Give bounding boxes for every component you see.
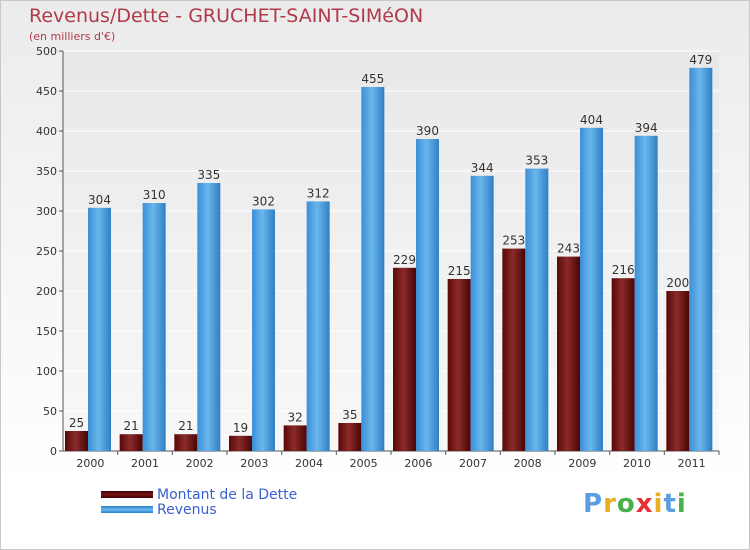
logo-letter: x — [635, 489, 654, 519]
data-label-revenus: 302 — [252, 194, 275, 208]
bar-revenus — [416, 139, 439, 451]
data-label-dette: 21 — [124, 419, 139, 433]
data-label-dette: 35 — [342, 408, 357, 422]
data-label-dette: 200 — [666, 276, 689, 290]
legend-label-revenus: Revenus — [157, 501, 217, 518]
data-label-dette: 32 — [288, 410, 303, 424]
x-tick-label: 2003 — [240, 457, 268, 470]
bar-revenus — [252, 209, 275, 451]
data-label-revenus: 335 — [197, 168, 220, 182]
proxiti-logo: Proxiti — [583, 489, 687, 519]
y-tick-label: 50 — [43, 405, 57, 418]
data-label-revenus: 353 — [525, 154, 548, 168]
y-tick-label: 450 — [36, 85, 57, 98]
bar-dette — [174, 434, 198, 451]
bar-revenus — [525, 168, 549, 451]
legend-swatch-dette — [101, 491, 153, 498]
data-label-revenus: 304 — [88, 193, 111, 207]
data-label-dette: 229 — [393, 253, 416, 267]
bar-revenus — [306, 201, 330, 451]
legend-label-dette: Montant de la Dette — [157, 486, 298, 503]
bar-revenus — [689, 67, 713, 452]
x-tick-label: 2008 — [514, 457, 542, 470]
data-label-dette: 19 — [233, 421, 248, 435]
logo-letter: r — [603, 489, 617, 519]
data-label-revenus: 390 — [416, 124, 439, 138]
legend-item-dette: Montant de la Dette — [101, 486, 298, 503]
data-label-dette: 25 — [69, 416, 84, 430]
chart-subtitle: (en milliers d'€) — [29, 30, 116, 43]
logo-letter: P — [583, 489, 604, 519]
y-tick-label: 200 — [36, 285, 57, 298]
x-tick-label: 2005 — [350, 457, 378, 470]
data-label-revenus: 344 — [471, 161, 494, 175]
logo-letter: o — [616, 489, 636, 519]
x-tick-label: 2006 — [404, 457, 432, 470]
legend-swatch-revenus — [101, 506, 153, 513]
logo-letter: t — [663, 489, 677, 519]
bar-revenus — [580, 127, 603, 452]
bar-revenus — [142, 203, 166, 451]
legend-item-revenus: Revenus — [101, 501, 297, 518]
x-tick-label: 2010 — [623, 457, 651, 470]
data-label-dette: 216 — [612, 263, 635, 277]
x-tick-label: 2009 — [568, 457, 596, 470]
bar-dette — [65, 431, 88, 451]
data-label-dette: 243 — [557, 242, 580, 256]
y-tick-label: 0 — [50, 445, 57, 458]
data-label-dette: 21 — [178, 419, 193, 433]
x-tick-label: 2000 — [76, 457, 104, 470]
logo-letter: i — [676, 489, 687, 519]
y-tick-label: 150 — [36, 325, 57, 338]
bar-dette — [557, 256, 580, 451]
bar-revenus — [88, 207, 111, 451]
y-tick-label: 400 — [36, 125, 57, 138]
bar-dette — [502, 248, 526, 451]
y-tick-label: 250 — [36, 245, 57, 258]
bar-revenus — [634, 135, 658, 452]
data-label-revenus: 312 — [307, 186, 330, 200]
y-tick-label: 500 — [36, 45, 57, 58]
x-tick-label: 2002 — [186, 457, 214, 470]
data-label-revenus: 455 — [361, 72, 384, 86]
bar-dette — [611, 278, 635, 451]
data-label-dette: 215 — [448, 264, 471, 278]
data-label-revenus: 394 — [635, 121, 658, 135]
y-tick-label: 350 — [36, 165, 57, 178]
bar-revenus — [470, 175, 494, 452]
bar-chart: 0 50 100 150 200 250 300 350 400 450 500 25 304 2000 2… — [36, 45, 720, 470]
logo-letter: i — [653, 489, 664, 519]
x-tick-label: 2007 — [459, 457, 487, 470]
bar-dette — [229, 435, 252, 451]
bar-dette — [119, 434, 143, 451]
x-tick-label: 2001 — [131, 457, 159, 470]
y-tick-label: 300 — [36, 205, 57, 218]
data-label-revenus: 479 — [689, 53, 712, 67]
y-tick-label: 100 — [36, 365, 57, 378]
x-tick-label: 2004 — [295, 457, 323, 470]
bar-revenus — [361, 87, 385, 451]
bar-dette — [393, 267, 416, 451]
bar-dette — [283, 425, 307, 451]
bar-dette — [338, 423, 362, 451]
chart-title: Revenus/Dette - GRUCHET-SAINT-SIMéON — [29, 5, 424, 27]
data-label-revenus: 310 — [143, 188, 166, 202]
bar-revenus — [197, 183, 221, 451]
x-tick-label: 2011 — [678, 457, 706, 470]
bar-dette — [666, 291, 690, 451]
data-label-dette: 253 — [502, 234, 525, 248]
data-label-revenus: 404 — [580, 113, 603, 127]
legend: Montant de la Dette Revenus — [101, 486, 298, 518]
bar-dette — [447, 279, 471, 451]
